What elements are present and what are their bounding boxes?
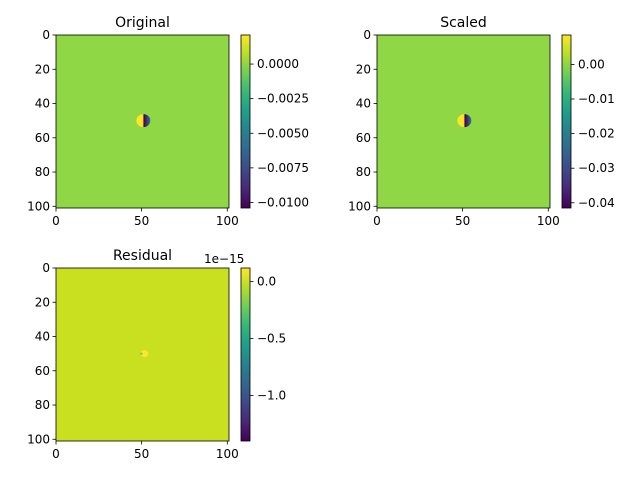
y-tick-label: 100	[27, 199, 50, 213]
x-tick-label: 0	[52, 447, 60, 461]
x-tick-label: 0	[373, 214, 381, 228]
colorbar-gradient	[241, 35, 250, 208]
colorbar: 0.0 −0.5 −1.0 1e−15	[204, 252, 286, 442]
y-tick-label: 40	[356, 97, 371, 111]
x-tick-label: 50	[134, 447, 149, 461]
colorbar-frame	[240, 267, 251, 442]
axes-frame	[376, 34, 551, 209]
subplot-title: Scaled	[440, 15, 487, 31]
heatmap-feature	[140, 350, 149, 358]
x-tick-label: 50	[455, 214, 470, 228]
y-tick-label: 40	[35, 97, 50, 111]
subplot-title: Residual	[113, 248, 172, 264]
y-tick-label: 60	[35, 131, 50, 145]
heatmap-feature-pixel	[140, 352, 143, 355]
axes-frame	[55, 34, 230, 209]
y-tick-label: 20	[35, 62, 50, 76]
colorbar-frame	[561, 34, 572, 209]
y-tick-label: 100	[348, 199, 371, 213]
x-tick-label: 100	[216, 214, 239, 228]
y-tick-label: 80	[35, 398, 50, 412]
colorbar-tick-label: −0.02	[578, 127, 615, 141]
colorbar-tick-label: −0.04	[578, 196, 615, 210]
y-tick-label: 60	[35, 364, 50, 378]
colorbar-tick-label: −0.0025	[257, 92, 309, 106]
colorbar-offset-text: 1e−15	[204, 252, 244, 266]
colorbar-tick-label: 0.0	[257, 275, 276, 289]
y-tick-label: 100	[27, 432, 50, 446]
axes-frame	[55, 267, 230, 442]
y-tick-label: 20	[35, 295, 50, 309]
colorbar: 0.0000 −0.0025 −0.0050 −0.0075 −0.0100	[240, 34, 309, 209]
colorbar: 0.00 −0.01 −0.02 −0.03 −0.04	[561, 34, 615, 210]
x-tick-label: 100	[216, 447, 239, 461]
colorbar-tick-label: −1.0	[257, 388, 286, 402]
y-tick-label: 60	[356, 131, 371, 145]
subplot-title: Original	[115, 15, 170, 31]
colorbar-gradient	[241, 268, 250, 441]
colorbar-tick-label: −0.0100	[257, 195, 309, 209]
heatmap-feature	[457, 114, 472, 128]
colorbar-frame	[240, 34, 251, 209]
y-tick-label: 0	[363, 28, 371, 42]
y-tick-label: 0	[42, 261, 50, 275]
y-tick-label: 20	[356, 62, 371, 76]
x-tick-label: 0	[52, 214, 60, 228]
colorbar-gradient	[562, 35, 571, 208]
y-tick-label: 80	[35, 165, 50, 179]
colorbar-tick-label: −0.5	[257, 332, 286, 346]
colorbar-tick-label: −0.01	[578, 92, 615, 106]
y-tick-label: 40	[35, 330, 50, 344]
y-tick-label: 80	[356, 165, 371, 179]
heatmap-feature	[136, 114, 151, 128]
colorbar-tick-label: 0.0000	[257, 57, 299, 71]
colorbar-tick-label: −0.0075	[257, 161, 309, 175]
colorbar-tick-label: −0.0050	[257, 126, 309, 140]
colorbar-tick-label: 0.00	[578, 57, 605, 71]
x-tick-label: 100	[537, 214, 560, 228]
colorbar-tick-label: −0.03	[578, 161, 615, 175]
x-tick-label: 50	[134, 214, 149, 228]
y-tick-label: 0	[42, 28, 50, 42]
